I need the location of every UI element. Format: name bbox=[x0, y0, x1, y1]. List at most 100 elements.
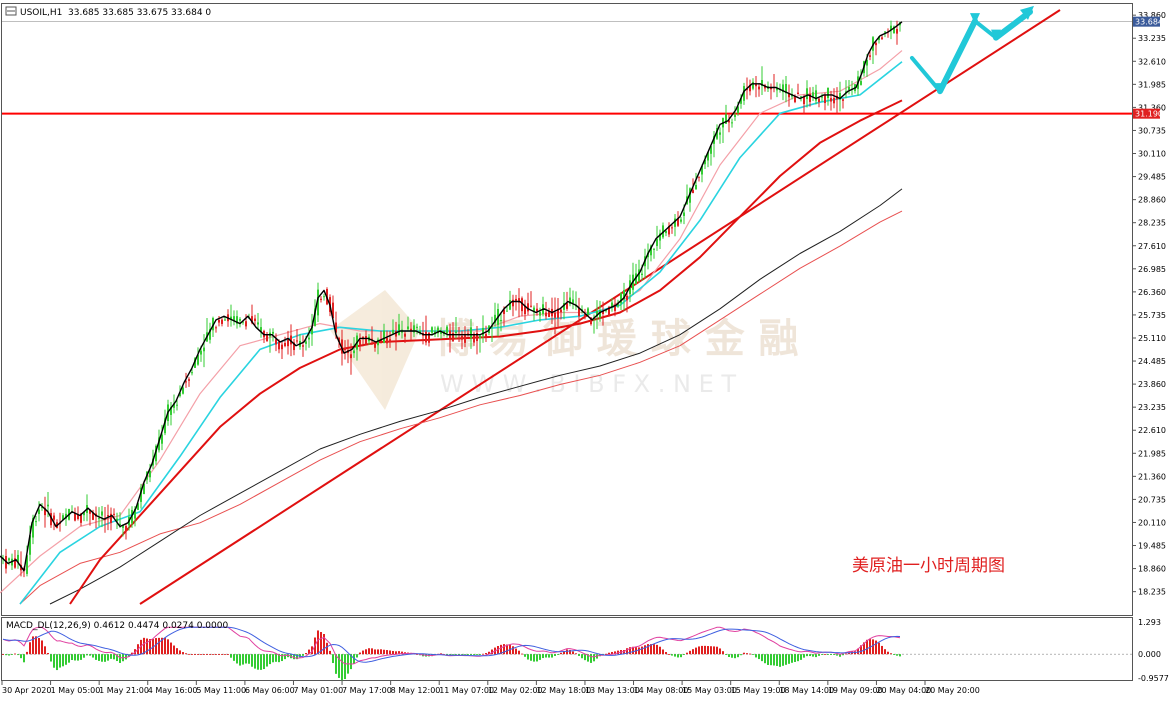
candle-body bbox=[635, 273, 637, 285]
candle-body bbox=[890, 25, 892, 31]
candle-body bbox=[257, 322, 259, 325]
candle-body bbox=[218, 319, 220, 323]
candle-body bbox=[137, 503, 139, 510]
macd-histogram-bar bbox=[275, 654, 277, 662]
candle-body bbox=[896, 28, 898, 34]
macd-histogram-bar bbox=[302, 654, 304, 656]
macd-histogram-bar bbox=[578, 654, 580, 656]
candle-body bbox=[506, 310, 508, 312]
macd-histogram-bar bbox=[896, 654, 898, 656]
macd-histogram-bar bbox=[878, 642, 880, 655]
symbol-label: USOIL,H1 bbox=[20, 8, 62, 18]
candle-body bbox=[848, 86, 850, 90]
macd-histogram-bar bbox=[236, 654, 238, 664]
ma-black-line bbox=[49, 188, 903, 605]
candle-body bbox=[875, 42, 877, 46]
macd-histogram-bar bbox=[374, 649, 376, 655]
macd-histogram-bar bbox=[830, 654, 832, 655]
candle-body bbox=[572, 299, 574, 304]
macd-histogram-bar bbox=[26, 651, 28, 655]
macd-histogram-bar bbox=[608, 652, 610, 655]
candle-body bbox=[89, 510, 91, 514]
macd-histogram-bar bbox=[176, 648, 178, 655]
macd-histogram-bar bbox=[539, 654, 541, 660]
macd-histogram-bar bbox=[521, 653, 523, 655]
level-price-label: 31.190 bbox=[1135, 110, 1163, 119]
y-tick-label: 33.235 bbox=[1138, 34, 1166, 43]
candle-body bbox=[107, 515, 109, 517]
macd-histogram-bar bbox=[449, 654, 451, 656]
macd-histogram-bar bbox=[116, 654, 118, 662]
macd-histogram-bar bbox=[320, 632, 322, 655]
candle-body bbox=[173, 403, 175, 408]
candle-body bbox=[191, 372, 193, 374]
candle-body bbox=[398, 324, 400, 336]
candle-body bbox=[377, 339, 379, 346]
macd-histogram-bar bbox=[794, 654, 796, 662]
candle-body bbox=[671, 227, 673, 229]
candle-body bbox=[719, 132, 721, 135]
candle-body bbox=[35, 521, 37, 523]
candle-body bbox=[428, 332, 430, 343]
macd-histogram-bar bbox=[515, 648, 517, 655]
macd-histogram-bar bbox=[401, 651, 403, 655]
macd-histogram-bar bbox=[833, 654, 835, 655]
candle-body bbox=[656, 239, 658, 246]
candle-body bbox=[707, 152, 709, 161]
macd-histogram-bar bbox=[707, 646, 709, 655]
macd-histogram-bar bbox=[782, 654, 784, 666]
candle-body bbox=[461, 335, 463, 340]
candle-body bbox=[455, 331, 457, 334]
candle-body bbox=[134, 508, 136, 519]
candle-body bbox=[425, 331, 427, 343]
candle-body bbox=[809, 93, 811, 102]
candle-body bbox=[272, 331, 274, 334]
candle-body bbox=[578, 307, 580, 317]
macd-histogram-bar bbox=[704, 645, 706, 655]
candle-body bbox=[464, 335, 466, 343]
candle-body bbox=[395, 331, 397, 337]
y-tick-label: 20.110 bbox=[1138, 518, 1166, 527]
macd-histogram-bar bbox=[623, 650, 625, 655]
macd-histogram-bar bbox=[692, 649, 694, 655]
candle-body bbox=[161, 434, 163, 444]
macd-histogram-bar bbox=[155, 638, 157, 655]
candle-body bbox=[290, 335, 292, 345]
arrow-segment bbox=[973, 19, 998, 40]
candle-body bbox=[392, 329, 394, 334]
x-tick-label: 19 May 09:00 bbox=[828, 686, 883, 695]
macd-histogram-bar bbox=[767, 654, 769, 665]
candle-body bbox=[674, 218, 676, 227]
candle-body bbox=[785, 83, 787, 94]
candle-body bbox=[155, 445, 157, 462]
macd-histogram-bar bbox=[227, 654, 229, 655]
candle-body bbox=[584, 314, 586, 318]
macd-histogram-bar bbox=[737, 654, 739, 658]
macd-histogram-bar bbox=[377, 649, 379, 655]
macd-histogram-bar bbox=[638, 647, 640, 655]
candle-body bbox=[599, 310, 601, 318]
candle-body bbox=[182, 387, 184, 394]
candle-body bbox=[359, 339, 361, 345]
macd-histogram-bar bbox=[563, 650, 565, 655]
y-tick-label: 25.735 bbox=[1138, 311, 1166, 320]
macd-histogram-bar bbox=[779, 654, 781, 667]
candle-body bbox=[251, 316, 253, 323]
candle-body bbox=[818, 98, 820, 102]
macd-histogram-bar bbox=[845, 653, 847, 655]
macd-histogram-bar bbox=[164, 637, 166, 655]
candle-body bbox=[704, 159, 706, 165]
candle-body bbox=[32, 517, 34, 538]
candle-body bbox=[230, 316, 232, 320]
candle-body bbox=[203, 347, 205, 352]
candle-body bbox=[701, 165, 703, 175]
macd-histogram-bar bbox=[551, 654, 553, 658]
candle-body bbox=[185, 381, 187, 383]
candle-body bbox=[692, 190, 694, 194]
macd-histogram-bar bbox=[506, 644, 508, 655]
macd-histogram-bar bbox=[254, 654, 256, 669]
candle-body bbox=[158, 437, 160, 451]
macd-histogram-bar bbox=[893, 654, 895, 655]
candle-body bbox=[74, 513, 76, 521]
candle-body bbox=[884, 31, 886, 33]
